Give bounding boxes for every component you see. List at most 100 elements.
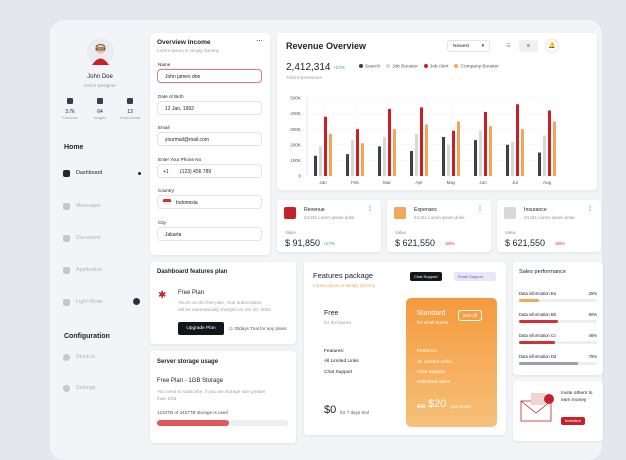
notification-button[interactable]: 🔔 — [545, 39, 559, 53]
stat-icon — [67, 98, 73, 104]
bar — [457, 121, 460, 176]
bar — [356, 129, 359, 176]
feature-item: Chat Support — [324, 370, 353, 375]
sales-percent: 46% — [588, 333, 597, 338]
bar — [314, 155, 317, 176]
x-tick-label: May — [447, 180, 456, 185]
legend-label: Search — [365, 64, 381, 70]
bar — [447, 144, 450, 176]
bar — [506, 144, 509, 176]
standard-plan: Standard for small teams 50% off Feature… — [406, 298, 497, 427]
bar — [361, 143, 364, 176]
menu-item[interactable]: Messages — [76, 203, 101, 209]
input[interactable]: John james doe — [157, 69, 262, 83]
input[interactable]: 12 Jan, 1992 — [157, 100, 262, 115]
features-label: Features: — [417, 349, 438, 354]
input[interactable]: yourmail@mail.com — [157, 132, 262, 146]
invite-illustration — [520, 393, 554, 422]
menu-item[interactable]: Dashboard — [76, 170, 103, 176]
filter-value: Newest — [453, 44, 469, 49]
toggle[interactable] — [133, 298, 140, 305]
menu-item[interactable]: Stack.io — [76, 354, 96, 360]
menu-item[interactable]: Light Mode — [76, 299, 103, 305]
bar — [393, 129, 396, 176]
plan-name: Free Plan — [178, 290, 205, 296]
sales-track — [519, 320, 597, 323]
list-view-button[interactable]: ≡ — [519, 40, 538, 52]
bar — [319, 146, 322, 176]
field-label: Date of Birth — [158, 93, 184, 99]
x-tick-label: Jun — [479, 180, 487, 185]
sales-bar — [519, 299, 539, 302]
tag[interactable]: Chat Support — [410, 272, 442, 281]
features-card: Features package Lorem Ipsum is simply d… — [304, 262, 506, 435]
x-tick-label: Feb — [351, 180, 359, 185]
sales-label: Data information Bb — [519, 312, 557, 317]
avatar — [87, 38, 114, 65]
legend-swatch — [359, 64, 363, 68]
storage-fill — [157, 420, 229, 426]
stat-icon — [127, 98, 133, 104]
stat-title: Revenue — [304, 207, 325, 213]
old-price: $40 — [417, 404, 426, 410]
bar — [548, 110, 551, 176]
stat-card: Expenses 24,211 Lorem ipsum dolor ⋮ Value $ … — [387, 200, 491, 252]
legend-swatch — [423, 64, 428, 68]
menu-item[interactable]: Document — [76, 235, 101, 241]
sales-card: Sales performance Data information Ea 25%… — [513, 262, 603, 375]
flag — [163, 199, 171, 205]
legend-swatch — [454, 64, 459, 68]
decoration — [531, 393, 545, 405]
grid-view-button[interactable]: ☰ — [499, 40, 518, 52]
legend-swatch — [386, 64, 391, 68]
y-tick-label: 500K — [290, 96, 302, 101]
menu-item[interactable]: Application — [76, 267, 103, 273]
input[interactable]: +1 (123) 456 789 — [157, 163, 262, 178]
bar — [415, 133, 418, 176]
menu-icon — [63, 235, 70, 242]
decoration — [95, 44, 106, 54]
menu-heading: Home — [64, 144, 84, 151]
stat-value: $ 621,550 — [505, 238, 546, 248]
invite-button[interactable]: Invitation — [561, 417, 586, 425]
plan-desc: for small teams — [417, 320, 449, 325]
tag[interactable]: Email Support — [454, 272, 496, 281]
stat-subtitle: 24,211 Lorem ipsum dolor — [524, 215, 575, 220]
bar — [452, 130, 455, 176]
input[interactable]: Jakarta — [157, 226, 262, 241]
bar — [516, 104, 519, 176]
field-label: Email — [158, 125, 170, 130]
more-icon: ⋮ — [367, 206, 373, 212]
bar — [383, 137, 386, 176]
feature-item: All Limited Links — [417, 360, 452, 365]
trial-note: ⊙ 30days Trial for any plans — [229, 326, 287, 331]
menu-item[interactable]: Settings — [76, 385, 96, 391]
legend: Search Job Booster Job Alert Company Booste… — [353, 64, 499, 69]
plan-text: You're on the free plan, Your subscripti… — [178, 300, 262, 305]
stat-label: Followers — [61, 116, 79, 120]
filter-select[interactable]: Newest ▾ — [447, 40, 490, 52]
feature-item: Chat Support — [417, 370, 446, 375]
field-label: Name — [158, 62, 171, 67]
decoration — [544, 394, 554, 404]
decoration — [92, 44, 109, 65]
card-title: Dashboard features plan — [157, 269, 228, 275]
upgrade-button[interactable]: Upgrade Plan — [178, 322, 224, 335]
bar — [346, 154, 349, 176]
storage-text: than 1GB — [157, 396, 177, 401]
decoration — [95, 47, 106, 51]
bar — [553, 121, 556, 176]
legend-label: Company Booster — [460, 64, 499, 70]
stat-change: -28% — [444, 241, 455, 246]
legend-label: Job Booster — [392, 64, 418, 70]
decoration: ▾ — [481, 44, 484, 49]
card-title: Sales performance — [519, 269, 566, 275]
features-label: Features: — [324, 349, 345, 354]
y-tick-label: 200K — [290, 142, 302, 147]
price-note: for 7 days trial — [340, 410, 369, 415]
menu-icon — [63, 354, 70, 361]
storage-plan: Free Plan - 1GB Storage — [157, 378, 224, 384]
input[interactable]: Indonesia — [157, 195, 262, 209]
card-title: Server storage usage — [157, 359, 219, 365]
sales-bar — [519, 320, 558, 323]
